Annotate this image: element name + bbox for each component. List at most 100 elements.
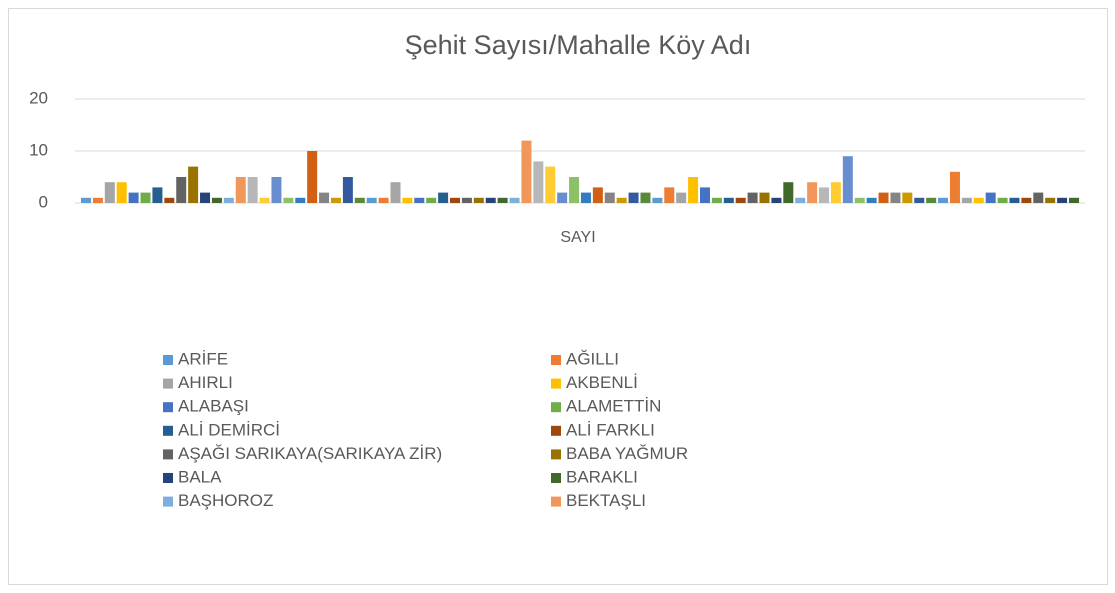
- bar: [271, 177, 282, 203]
- bar: [759, 192, 770, 203]
- legend-label: AĞILLI: [566, 349, 619, 368]
- bar: [1033, 192, 1044, 203]
- bar: [580, 192, 591, 203]
- legend-label: BAŞHOROZ: [178, 491, 273, 510]
- bar: [92, 197, 103, 203]
- bar: [330, 197, 341, 203]
- legend-label: ALİ FARKLI: [566, 420, 655, 439]
- bar: [664, 187, 675, 203]
- legend-label: BABA YAĞMUR: [566, 444, 688, 463]
- bar: [569, 177, 580, 203]
- bar: [795, 197, 806, 203]
- bar: [1009, 197, 1020, 203]
- bar: [1057, 197, 1068, 203]
- legend-label: ALİ DEMİRCİ: [178, 420, 280, 439]
- bar: [81, 197, 92, 203]
- bar: [521, 140, 532, 203]
- bar: [819, 187, 830, 203]
- bar: [711, 197, 722, 203]
- legend-swatch: [551, 355, 561, 365]
- bar: [211, 197, 222, 203]
- bar: [545, 166, 556, 203]
- legend-swatch: [163, 378, 173, 389]
- bar: [926, 197, 937, 203]
- legend-label: BEKTAŞLI: [566, 491, 646, 510]
- bar: [854, 197, 865, 203]
- bar: [676, 192, 687, 203]
- y-tick-label: 10: [29, 140, 48, 159]
- bar: [961, 197, 972, 203]
- bar: [176, 177, 187, 203]
- bar: [342, 177, 353, 203]
- bar: [866, 197, 877, 203]
- bar: [283, 197, 294, 203]
- y-tick-label: 0: [39, 192, 48, 211]
- bar: [200, 192, 211, 203]
- bar: [557, 192, 568, 203]
- bar: [366, 197, 377, 203]
- legend-label: ALABAŞI: [178, 397, 249, 416]
- bar: [973, 197, 984, 203]
- legend-swatch: [163, 355, 173, 365]
- legend-swatch: [163, 449, 173, 460]
- bar: [140, 192, 151, 203]
- bar: [188, 166, 199, 203]
- bar: [164, 197, 175, 203]
- bar: [747, 192, 758, 203]
- bar: [319, 192, 330, 203]
- x-tick-label: SAYI: [560, 229, 595, 246]
- bar: [985, 192, 996, 203]
- legend-swatch: [551, 402, 561, 413]
- legend-swatch: [551, 449, 561, 460]
- bar: [473, 197, 484, 203]
- bar: [295, 197, 306, 203]
- legend-swatch: [163, 425, 173, 436]
- legend-swatch: [163, 473, 173, 483]
- bar: [116, 182, 127, 203]
- bar: [104, 182, 115, 203]
- bar: [235, 177, 246, 203]
- bar: [414, 197, 425, 203]
- bar: [688, 177, 699, 203]
- bar: [830, 182, 841, 203]
- bar: [1045, 197, 1056, 203]
- bar: [890, 192, 901, 203]
- bar: [354, 197, 365, 203]
- bar: [402, 197, 413, 203]
- legend-label: AŞAĞI SARIKAYA(SARIKAYA ZİR): [178, 444, 442, 463]
- bar: [509, 197, 520, 203]
- bar: [604, 192, 615, 203]
- bar: [949, 171, 960, 203]
- bar: [152, 187, 163, 203]
- bar: [390, 182, 401, 203]
- bar: [128, 192, 139, 203]
- bar: [783, 182, 794, 203]
- bar: [485, 197, 496, 203]
- legend-label: AKBENLİ: [566, 373, 638, 392]
- bar: [628, 192, 639, 203]
- legend-label: AHIRLI: [178, 373, 233, 392]
- legend-swatch: [163, 402, 173, 413]
- bar: [807, 182, 818, 203]
- bar: [450, 197, 461, 203]
- bar: [652, 197, 663, 203]
- legend-swatch: [551, 473, 561, 483]
- legend-swatch: [551, 425, 561, 436]
- bar: [735, 197, 746, 203]
- bar: [723, 197, 734, 203]
- bar: [1068, 197, 1079, 203]
- legend-label: BALA: [178, 467, 222, 486]
- legend-swatch: [551, 378, 561, 389]
- bar: [699, 187, 710, 203]
- bar: [640, 192, 651, 203]
- legend-label: ALAMETTİN: [566, 397, 661, 416]
- chart-title: Şehit Sayısı/Mahalle Köy Adı: [405, 30, 752, 60]
- bar: [914, 197, 925, 203]
- bar: [842, 156, 853, 203]
- legend-label: BARAKLI: [566, 467, 638, 486]
- bar: [533, 161, 544, 203]
- bar: [461, 197, 472, 203]
- bar: [378, 197, 389, 203]
- chart-border: [8, 8, 1108, 585]
